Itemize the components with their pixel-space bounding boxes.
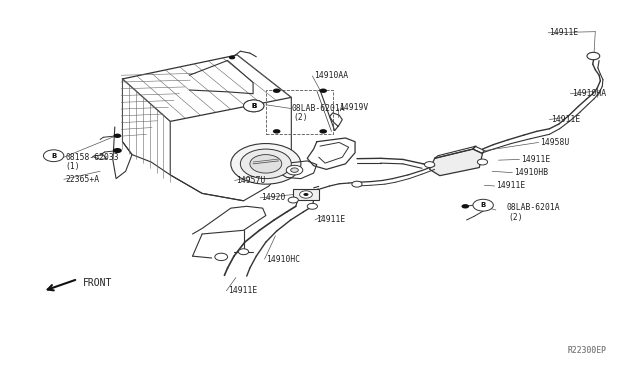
Text: 14919V: 14919V [339,103,369,112]
Text: 14910AA: 14910AA [314,71,348,80]
Text: 14910HA: 14910HA [572,89,606,98]
Text: (2): (2) [508,212,523,221]
Circle shape [239,249,248,255]
Text: B: B [251,103,257,109]
Circle shape [424,161,435,167]
Text: 14911E: 14911E [496,182,525,190]
Circle shape [286,165,303,175]
Text: 08LAB-6201A: 08LAB-6201A [292,104,346,113]
Text: B: B [251,103,257,109]
Circle shape [303,193,308,196]
Circle shape [215,253,228,260]
Text: FRONT: FRONT [83,278,113,288]
Text: 14911E: 14911E [521,155,550,164]
Text: 14910HC: 14910HC [266,254,300,264]
Circle shape [461,204,469,209]
Circle shape [250,155,282,173]
Text: 14911E: 14911E [550,115,580,124]
Circle shape [477,159,488,165]
Text: 08LAB-6201A: 08LAB-6201A [506,203,560,212]
Circle shape [319,89,327,93]
Text: 14957U: 14957U [236,176,265,185]
Circle shape [587,52,600,60]
Text: 08158-62033: 08158-62033 [65,153,119,162]
Text: B: B [51,153,56,159]
Circle shape [273,89,280,93]
Circle shape [307,203,317,209]
Text: 14911E: 14911E [228,286,257,295]
Circle shape [291,168,298,172]
Circle shape [231,144,301,184]
Circle shape [319,129,327,134]
Text: (2): (2) [293,113,308,122]
Text: (1): (1) [65,161,80,170]
Circle shape [244,100,264,112]
Circle shape [241,149,291,179]
Polygon shape [429,149,483,176]
Circle shape [273,129,280,134]
Text: 14911E: 14911E [549,28,579,37]
Circle shape [229,56,236,60]
Text: 14920: 14920 [261,193,285,202]
Circle shape [288,197,298,203]
Circle shape [589,54,598,59]
Text: 22365+A: 22365+A [65,175,99,184]
Circle shape [300,191,312,198]
Text: B: B [481,202,486,208]
Circle shape [44,150,64,161]
Circle shape [473,199,493,211]
Text: R22300EP: R22300EP [567,346,606,355]
Text: 14958U: 14958U [540,138,569,147]
Circle shape [244,100,264,112]
Circle shape [113,134,121,138]
Text: R22300EP: R22300EP [567,346,606,355]
Text: 14911E: 14911E [316,215,346,224]
Bar [293,189,319,200]
Text: 14910HB: 14910HB [514,168,548,177]
Circle shape [352,181,362,187]
Circle shape [113,148,122,153]
